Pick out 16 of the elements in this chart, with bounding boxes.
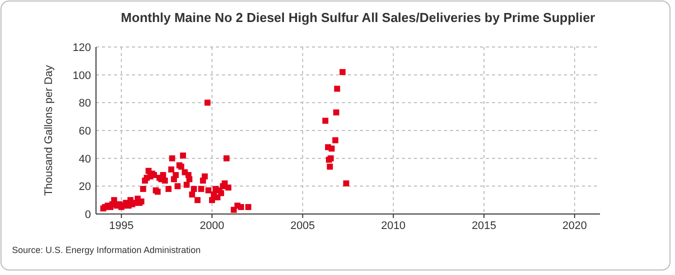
x-tick-label: 2020 [562, 220, 587, 232]
x-tick-label: 2000 [200, 220, 224, 232]
y-tick-label: 100 [72, 70, 91, 82]
x-tick-label: 2010 [381, 220, 406, 232]
y-tick-label: 0 [84, 209, 91, 221]
y-tick-label: 40 [78, 153, 91, 166]
x-tick-label: 2005 [290, 220, 315, 232]
x-tick-label: 1995 [109, 220, 134, 232]
y-tick-label: 60 [78, 126, 91, 138]
y-tick-label: 20 [78, 181, 91, 194]
source-note: Source: U.S. Energy Information Administration [12, 245, 201, 255]
y-tick-label: 120 [72, 42, 91, 54]
y-tick-label: 80 [78, 98, 91, 110]
x-tick-label: 2015 [472, 220, 496, 232]
chart-title: Monthly Maine No 2 Diesel High Sulfur All Sales/Deliveries by Prime Supplier [120, 10, 596, 25]
y-axis-title: Thousand Gallons per Day [43, 64, 55, 196]
